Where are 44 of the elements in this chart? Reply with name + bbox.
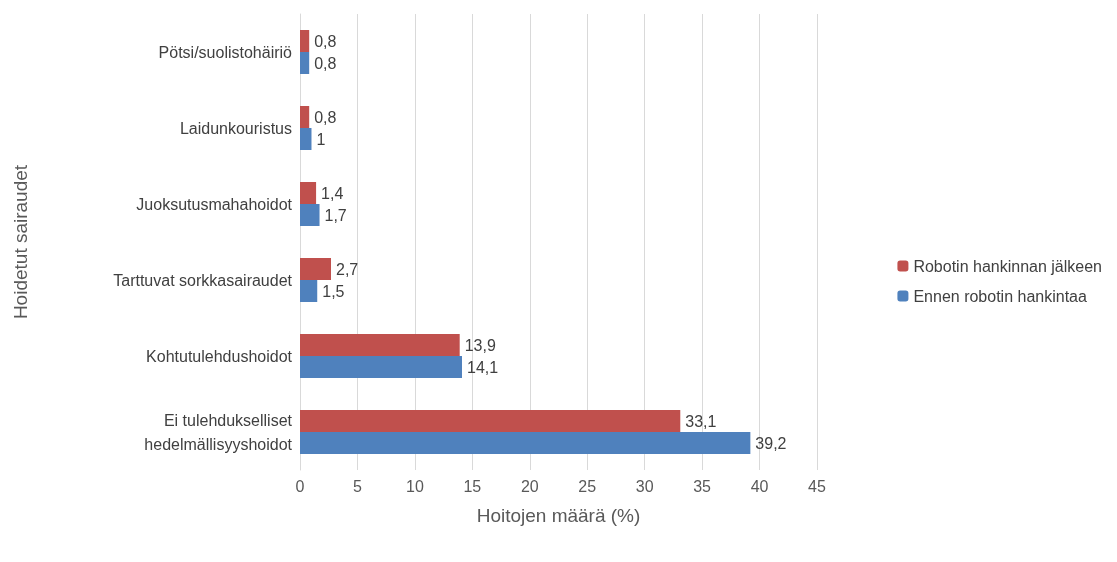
bar	[300, 128, 312, 150]
y-axis-title: Hoidetut sairaudet	[10, 164, 31, 320]
y-tick-label: Juoksutusmahahoidot	[136, 195, 293, 213]
bar	[300, 410, 681, 432]
data-label: 14,1	[466, 358, 499, 376]
x-tick-label: 10	[405, 477, 424, 495]
data-label: 0,8	[314, 108, 337, 126]
bar	[300, 280, 318, 302]
bar	[300, 106, 310, 128]
y-tick-label: Tarttuvat sorkkasairaudet	[113, 271, 293, 289]
x-tick-label: 25	[578, 477, 597, 495]
bar	[300, 356, 462, 378]
data-label: 0,8	[314, 32, 337, 50]
bar	[300, 258, 332, 280]
y-tick-label: Pötsi/suolistohäiriö	[158, 43, 293, 61]
bar	[300, 30, 310, 52]
data-label: 1	[316, 130, 326, 148]
x-tick-label: 45	[808, 477, 826, 495]
data-label: 39,2	[755, 434, 787, 452]
bar	[300, 182, 317, 204]
data-label: 13,9	[464, 336, 496, 354]
bar	[300, 432, 751, 454]
x-axis-title: Hoitojen määrä (%)	[476, 505, 641, 526]
x-tick-label: 5	[352, 477, 362, 495]
y-tick-label: Ei tulehdukselliset hedelmällisyyshoidot	[144, 411, 293, 453]
x-tick-label: 40	[750, 477, 769, 495]
bar	[300, 334, 460, 356]
data-label: 0,8	[314, 54, 337, 72]
y-tick-label: Kohtutulehdushoidot	[146, 347, 293, 365]
x-tick-label: 30	[635, 477, 654, 495]
data-label: 33,1	[685, 412, 717, 430]
legend-label: Robotin hankinnan jälkeen	[913, 257, 1103, 275]
x-tick-label: 35	[693, 477, 712, 495]
x-tick-label: 15	[463, 477, 482, 495]
legend-label: Ennen robotin hankintaa	[913, 287, 1087, 305]
data-label: 1,7	[324, 206, 347, 224]
data-label: 1,5	[322, 282, 345, 300]
x-tick-label: 20	[520, 477, 539, 495]
bar	[300, 204, 320, 226]
data-label: 2,7	[336, 260, 359, 278]
data-label: 1,4	[321, 184, 344, 202]
y-tick-label: Laidunkouristus	[179, 119, 292, 137]
bar	[300, 52, 310, 74]
x-tick-label: 0	[295, 477, 305, 495]
